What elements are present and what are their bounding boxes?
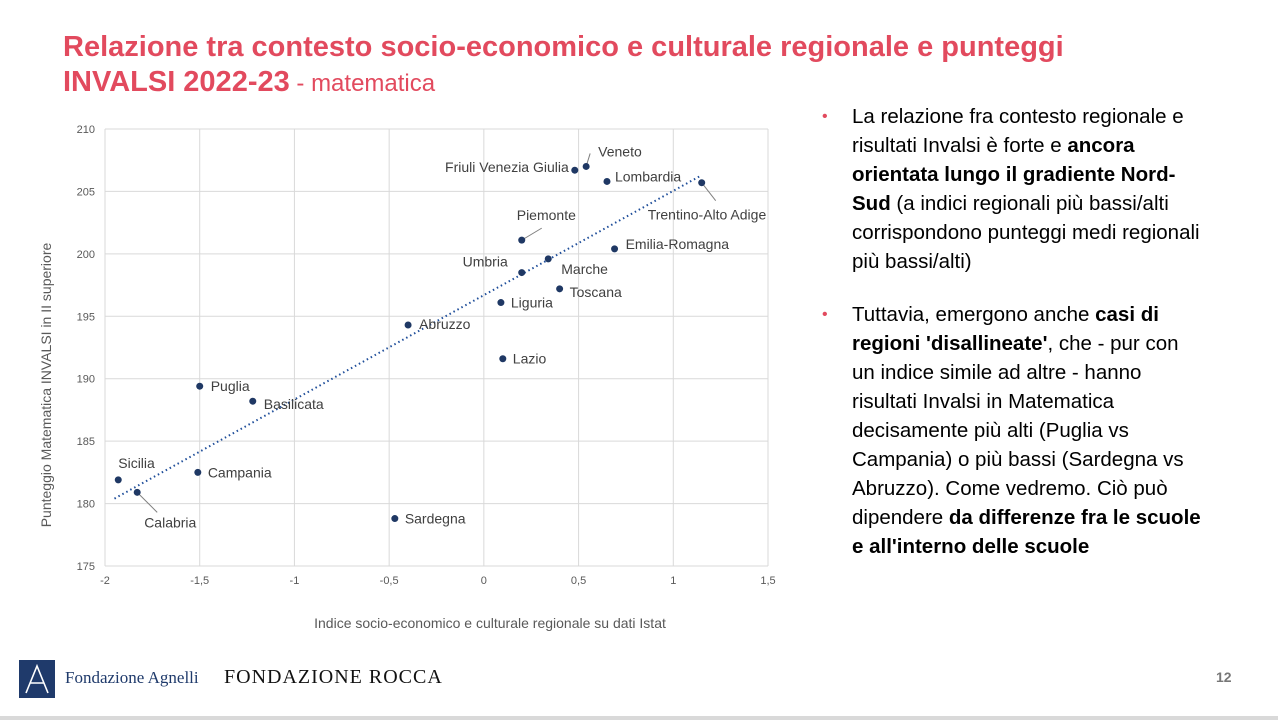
point-abruzzo — [404, 321, 412, 329]
point-campania — [194, 468, 202, 476]
y-tick-label: 195 — [77, 311, 95, 323]
label-campania: Campania — [208, 464, 272, 480]
y-tick-label: 190 — [77, 374, 95, 386]
label-basilicata: Basilicata — [264, 396, 324, 412]
title-line-1: Relazione tra contesto socio-economico e… — [63, 31, 1064, 63]
chart-ticks: -2 -1,5 -1 -0,5 0 0,5 1 1,5 175 180 185 190 195 200 20… — [77, 124, 776, 587]
x-tick-label: 1,5 — [760, 575, 775, 587]
x-tick-label: 1 — [670, 575, 676, 587]
bullet-text: La relazione fra contesto regionale e ri… — [852, 105, 1184, 157]
y-tick-label: 210 — [77, 124, 95, 136]
fondazione-rocca-text: FONDAZIONE ROCCA — [224, 666, 443, 688]
label-abruzzo: Abruzzo — [419, 316, 471, 332]
x-tick-label: -0,5 — [380, 575, 399, 587]
label-piemonte: Piemonte — [517, 207, 576, 223]
point-lombardia — [603, 177, 611, 185]
x-tick-label: 0,5 — [571, 575, 586, 587]
leader-calabria — [136, 491, 158, 513]
trend-line — [113, 174, 703, 500]
label-lazio: Lazio — [513, 351, 547, 367]
point-basilicata — [249, 397, 257, 405]
agnelli-a-icon — [25, 663, 49, 694]
label-marche: Marche — [561, 261, 608, 277]
point-lazio — [499, 355, 507, 363]
y-tick-label: 180 — [77, 499, 95, 511]
point-veneto — [582, 162, 590, 170]
label-puglia: Puglia — [211, 378, 250, 394]
point-marche — [544, 255, 552, 263]
y-axis-label: Punteggio Matematica INVALSI in II super… — [38, 243, 54, 528]
bullet-text: Tuttavia, emergono anche — [852, 303, 1096, 326]
slide-title: Relazione tra contesto socio-economico e… — [63, 30, 1213, 101]
fondazione-agnelli-text: Fondazione Agnelli — [65, 668, 199, 687]
label-trentino-alto-adige: Trentino-Alto Adige — [648, 207, 767, 223]
label-toscana: Toscana — [570, 284, 622, 300]
page-number: 12 — [1216, 669, 1232, 685]
bullet-list: • La relazione fra contesto regionale e r… — [822, 102, 1202, 585]
bullet-text: , che - pur con un indice simile ad altr… — [852, 332, 1184, 529]
label-sicilia: Sicilia — [118, 455, 155, 471]
label-friuli-venezia-giulia: Friuli Venezia Giulia — [445, 159, 569, 175]
point-calabria — [133, 488, 141, 496]
title-line-2: INVALSI 2022-23 — [63, 66, 290, 98]
label-liguria: Liguria — [511, 295, 553, 311]
point-umbria — [518, 269, 526, 277]
bullet-text: (a indici regionali più bassi/alti corri… — [852, 192, 1200, 273]
label-lombardia: Lombardia — [615, 168, 681, 184]
point-sicilia — [114, 476, 122, 484]
y-tick-label: 200 — [77, 249, 95, 261]
fondazione-agnelli-logo — [19, 660, 55, 698]
x-axis-label: Indice socio-economico e culturale regio… — [314, 615, 666, 631]
bullet-item: • La relazione fra contesto regionale e r… — [822, 102, 1202, 276]
data-points — [114, 162, 706, 523]
leader-piemonte — [521, 227, 543, 241]
footer-divider — [0, 716, 1278, 720]
x-tick-label: -2 — [100, 575, 110, 587]
x-tick-label: 0 — [481, 575, 487, 587]
x-tick-label: -1,5 — [190, 575, 209, 587]
point-sardegna — [391, 515, 399, 523]
label-emilia-romagna: Emilia-Romagna — [626, 236, 730, 252]
x-tick-label: -1 — [290, 575, 300, 587]
point-emilia-romagna — [611, 245, 619, 253]
label-calabria: Calabria — [144, 514, 196, 530]
point-friuli-venezia-giulia — [571, 166, 579, 174]
y-tick-label: 185 — [77, 436, 95, 448]
title-subtitle: - matematica — [289, 70, 436, 97]
bullet-dot-icon: • — [822, 306, 828, 323]
bullet-item: • Tuttavia, emergono anche casi di region… — [822, 300, 1202, 561]
scatter-chart: -2 -1,5 -1 -0,5 0 0,5 1 1,5 175 180 185 190 195 200 20… — [38, 124, 776, 631]
bullet-text-bold: casi di regioni 'disallineate' — [852, 303, 1159, 355]
bullet-text-bold: ancora orientata lungo il gradiente Nord… — [852, 134, 1176, 215]
y-tick-label: 175 — [77, 561, 95, 573]
bullet-text-bold: da differenze fra le scuole e all'intern… — [852, 506, 1201, 558]
label-sardegna: Sardegna — [405, 511, 466, 527]
label-veneto: Veneto — [598, 143, 642, 159]
leader-trentino-alto-adige — [701, 182, 717, 201]
bullet-dot-icon: • — [822, 108, 828, 125]
leader-lines — [136, 153, 717, 513]
point-toscana — [556, 285, 564, 293]
point-trentino-alto-adige — [698, 179, 706, 187]
chart-grid — [104, 128, 769, 567]
point-piemonte — [518, 236, 526, 244]
point-puglia — [196, 382, 204, 390]
point-liguria — [497, 299, 505, 307]
label-umbria: Umbria — [463, 254, 508, 270]
y-tick-label: 205 — [77, 186, 95, 198]
point-labels: Veneto Friuli Venezia Giulia Lombardia Tren… — [118, 143, 766, 530]
